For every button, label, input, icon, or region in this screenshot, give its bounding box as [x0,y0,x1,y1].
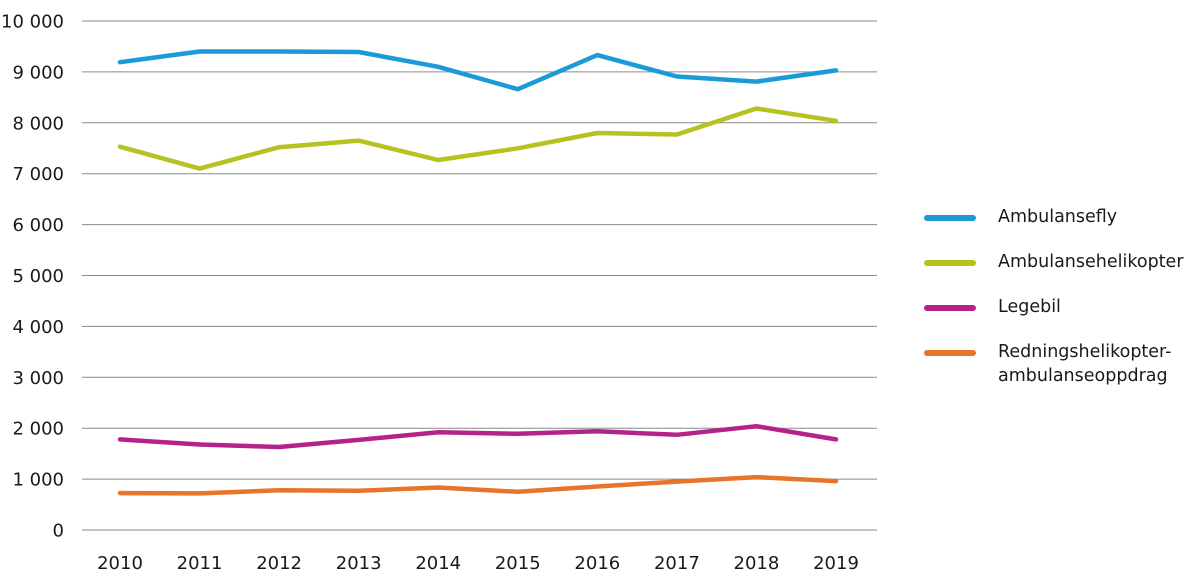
legend-item: Legebil [924,295,1184,319]
legend-item: Ambulansehelikopter [924,250,1184,274]
gridlines [82,20,877,531]
y-tick-label: 0 [53,521,64,542]
x-tick-label: 2012 [256,553,302,574]
y-tick-label: 1 000 [12,470,64,491]
y-tick-label: 9 000 [12,62,64,83]
x-tick-label: 2019 [813,553,859,574]
legend-swatch [924,260,976,266]
y-tick-label: 7 000 [12,164,64,185]
series-lines [117,49,839,496]
legend-item: Ambulansefly [924,205,1184,229]
legend-item: Redningshelikopter- ambulanseoppdrag [924,340,1184,388]
legend-swatch [924,215,976,221]
y-tick-label: 10 000 [1,12,64,33]
x-tick-label: 2011 [177,553,223,574]
series-line-1 [117,106,839,171]
x-tick-label: 2018 [734,553,780,574]
y-tick-label: 6 000 [12,215,64,236]
series-line-3 [117,474,839,496]
x-tick-label: 2014 [415,553,461,574]
x-tick-label: 2017 [654,553,700,574]
x-tick-label: 2016 [574,553,620,574]
x-tick-label: 2013 [336,553,382,574]
y-tick-label: 4 000 [12,317,64,338]
y-tick-label: 2 000 [12,419,64,440]
series-line-2 [117,423,839,450]
x-tick-label: 2015 [495,553,541,574]
x-axis-ticks: 2010 2011 2012 2013 2014 2015 2016 2017 2018 2019 [97,553,859,574]
legend-label: Legebil [998,297,1061,317]
legend-swatch [924,305,976,311]
y-axis-ticks: 0 1 000 2 000 3 000 4 000 5 000 6 000 7 000 8 00… [1,12,64,542]
legend-label: Ambulansefly [998,207,1118,227]
legend-swatch [924,350,976,356]
legend-label: Redningshelikopter- ambulanseoppdrag [998,342,1172,386]
y-tick-label: 3 000 [12,368,64,389]
y-tick-label: 8 000 [12,113,64,134]
series-line-0 [117,49,839,92]
y-tick-label: 5 000 [12,266,64,287]
legend: Ambulansefly Ambulansehelikopter Legebil Re… [924,205,1184,409]
legend-label: Ambulansehelikopter [998,252,1184,272]
x-tick-label: 2010 [97,553,143,574]
